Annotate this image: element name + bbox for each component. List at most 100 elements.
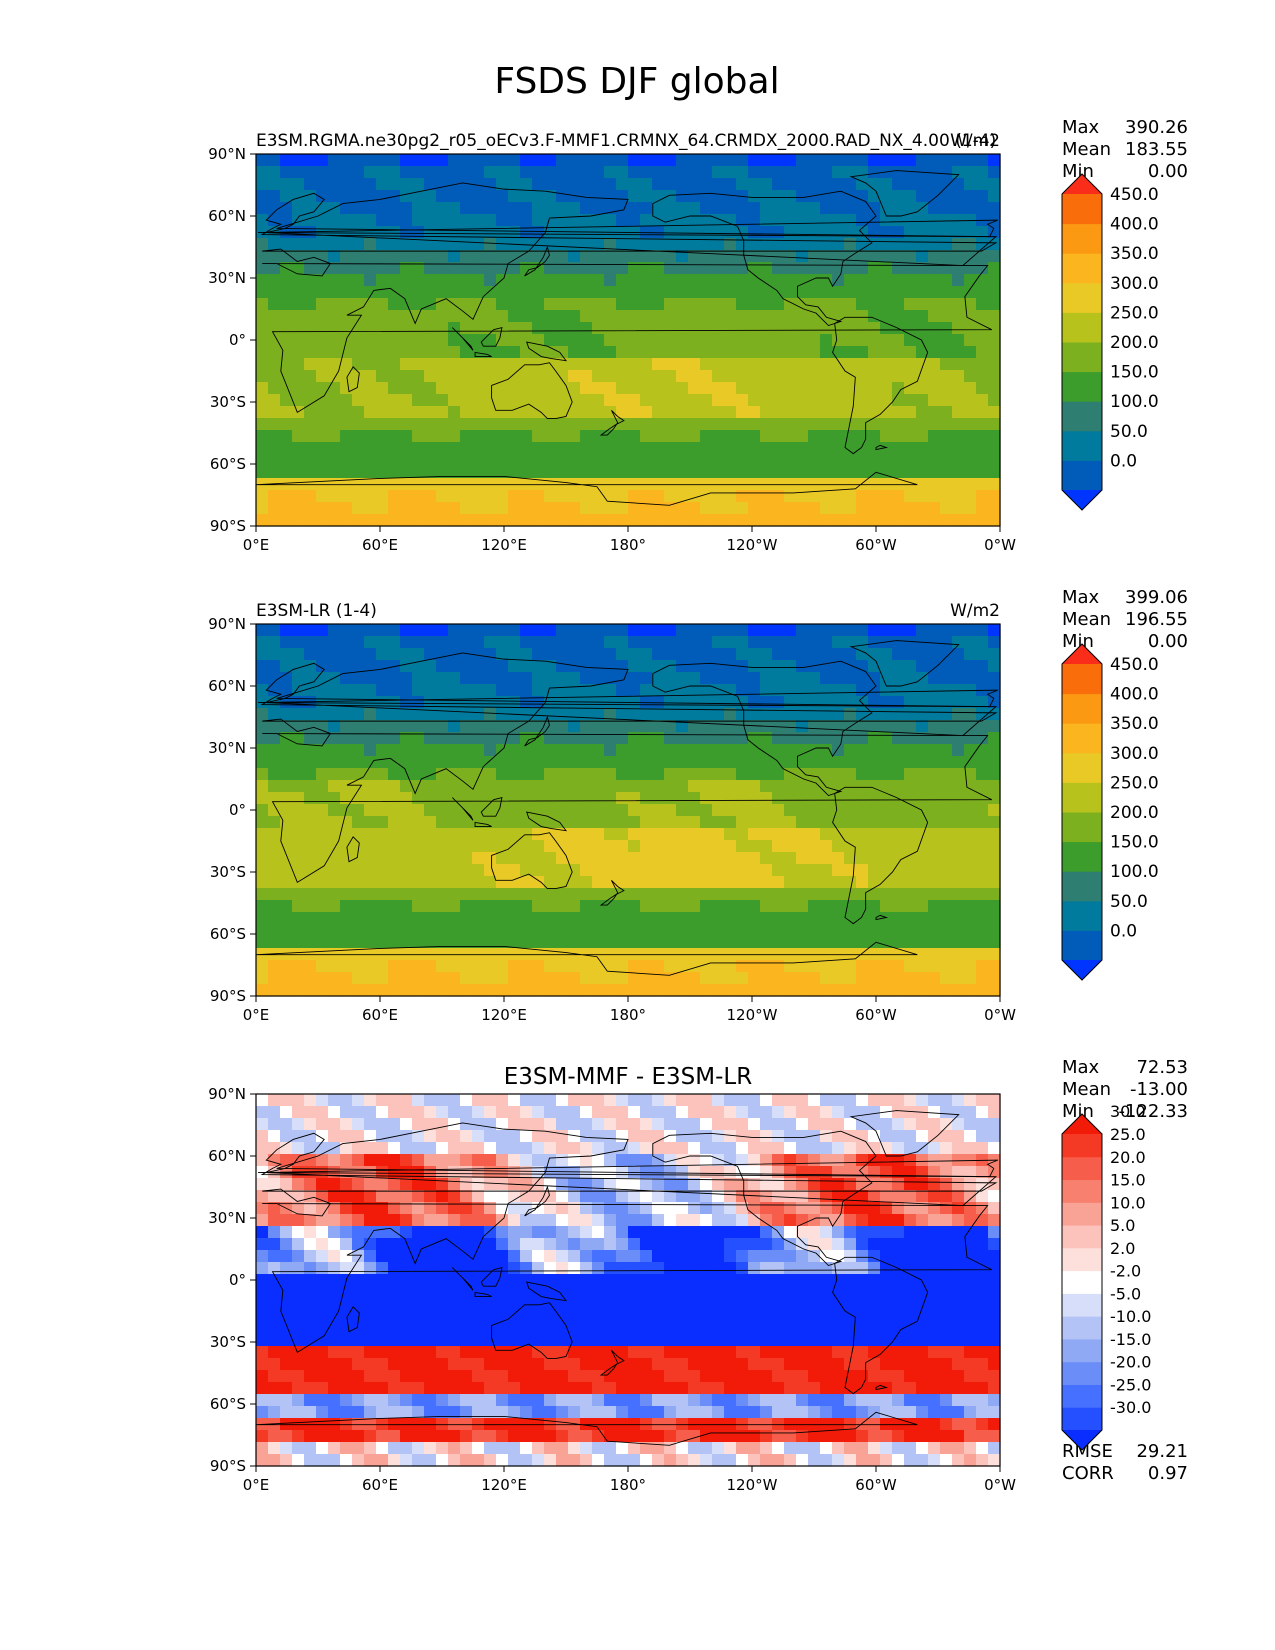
field-cell <box>472 744 485 757</box>
field-cell <box>772 648 785 661</box>
field-cell <box>688 936 701 949</box>
field-cell <box>976 190 989 203</box>
field-cell <box>364 840 377 853</box>
field-cell <box>520 1106 533 1119</box>
field-cell <box>868 936 881 949</box>
field-cell <box>820 816 833 829</box>
field-cell <box>388 708 401 721</box>
field-cell <box>616 840 629 853</box>
field-cell <box>328 334 341 347</box>
field-cell <box>268 310 281 323</box>
field-cell <box>268 418 281 431</box>
field-cell <box>352 684 365 697</box>
field-cell <box>556 744 569 757</box>
field-cell <box>796 984 809 997</box>
field-cell <box>340 1130 353 1143</box>
field-cell <box>388 792 401 805</box>
field-cell <box>796 382 809 395</box>
field-cell <box>316 310 329 323</box>
field-cell <box>664 286 677 299</box>
field-cell <box>964 1094 977 1107</box>
field-cell <box>688 876 701 889</box>
field-cell <box>352 672 365 685</box>
field-cell <box>580 900 593 913</box>
field-cell <box>292 1130 305 1143</box>
field-cell <box>952 334 965 347</box>
field-cell <box>400 370 413 383</box>
field-cell <box>676 1214 689 1227</box>
field-cell <box>472 876 485 889</box>
field-cell <box>784 672 797 685</box>
field-cell <box>760 502 773 515</box>
field-cell <box>796 1238 809 1251</box>
field-cell <box>592 684 605 697</box>
field-cell <box>436 190 449 203</box>
field-cell <box>952 154 965 167</box>
field-cell <box>904 1214 917 1227</box>
field-cell <box>808 502 821 515</box>
field-cell <box>412 1094 425 1107</box>
field-cell <box>892 636 905 649</box>
field-cell <box>400 636 413 649</box>
field-cell <box>508 226 521 239</box>
field-cell <box>496 190 509 203</box>
field-cell <box>400 1142 413 1155</box>
field-cell <box>784 624 797 637</box>
field-cell <box>568 876 581 889</box>
field-cell <box>904 1202 917 1215</box>
field-cell <box>364 1226 377 1239</box>
field-cell <box>328 1130 341 1143</box>
field-cell <box>508 960 521 973</box>
field-cell <box>592 262 605 275</box>
field-cell <box>952 900 965 913</box>
field-cell <box>664 720 677 733</box>
field-cell <box>808 310 821 323</box>
field-cell <box>352 708 365 721</box>
field-cell <box>460 864 473 877</box>
field-cell <box>280 394 293 407</box>
field-cell <box>856 1118 869 1131</box>
y-tick-label: 30°S <box>210 393 246 411</box>
field-cell <box>556 394 569 407</box>
field-cell <box>604 912 617 925</box>
field-cell <box>688 780 701 793</box>
field-cell <box>292 960 305 973</box>
field-cell <box>556 298 569 311</box>
field-cell <box>352 178 365 191</box>
field-cell <box>664 430 677 443</box>
field-cell <box>988 178 1001 191</box>
field-cell <box>688 502 701 515</box>
field-cell <box>460 1214 473 1227</box>
field-cell <box>556 202 569 215</box>
field-cell <box>364 502 377 515</box>
field-cell <box>796 720 809 733</box>
field-cell <box>460 1262 473 1275</box>
colorbar-label: 150.0 <box>1110 833 1159 853</box>
field-cell <box>796 1142 809 1155</box>
field-cell <box>484 960 497 973</box>
field-cell <box>352 190 365 203</box>
field-cell <box>916 490 929 503</box>
field-cell <box>400 828 413 841</box>
field-cell <box>604 744 617 757</box>
field-cell <box>568 852 581 865</box>
field-cell <box>940 298 953 311</box>
field-cell <box>460 1274 473 1287</box>
field-cell <box>556 1202 569 1215</box>
field-cell <box>844 708 857 721</box>
field-cell <box>772 370 785 383</box>
field-cell <box>508 816 521 829</box>
field-cell <box>268 370 281 383</box>
field-cell <box>580 382 593 395</box>
field-cell <box>304 346 317 359</box>
field-cell <box>880 1178 893 1191</box>
field-cell <box>904 190 917 203</box>
field-cell <box>628 648 641 661</box>
field-cell <box>304 274 317 287</box>
field-cell <box>940 1262 953 1275</box>
field-cell <box>640 418 653 431</box>
field-cell <box>976 298 989 311</box>
field-cell <box>760 310 773 323</box>
field-cell <box>316 214 329 227</box>
field-cell <box>268 636 281 649</box>
